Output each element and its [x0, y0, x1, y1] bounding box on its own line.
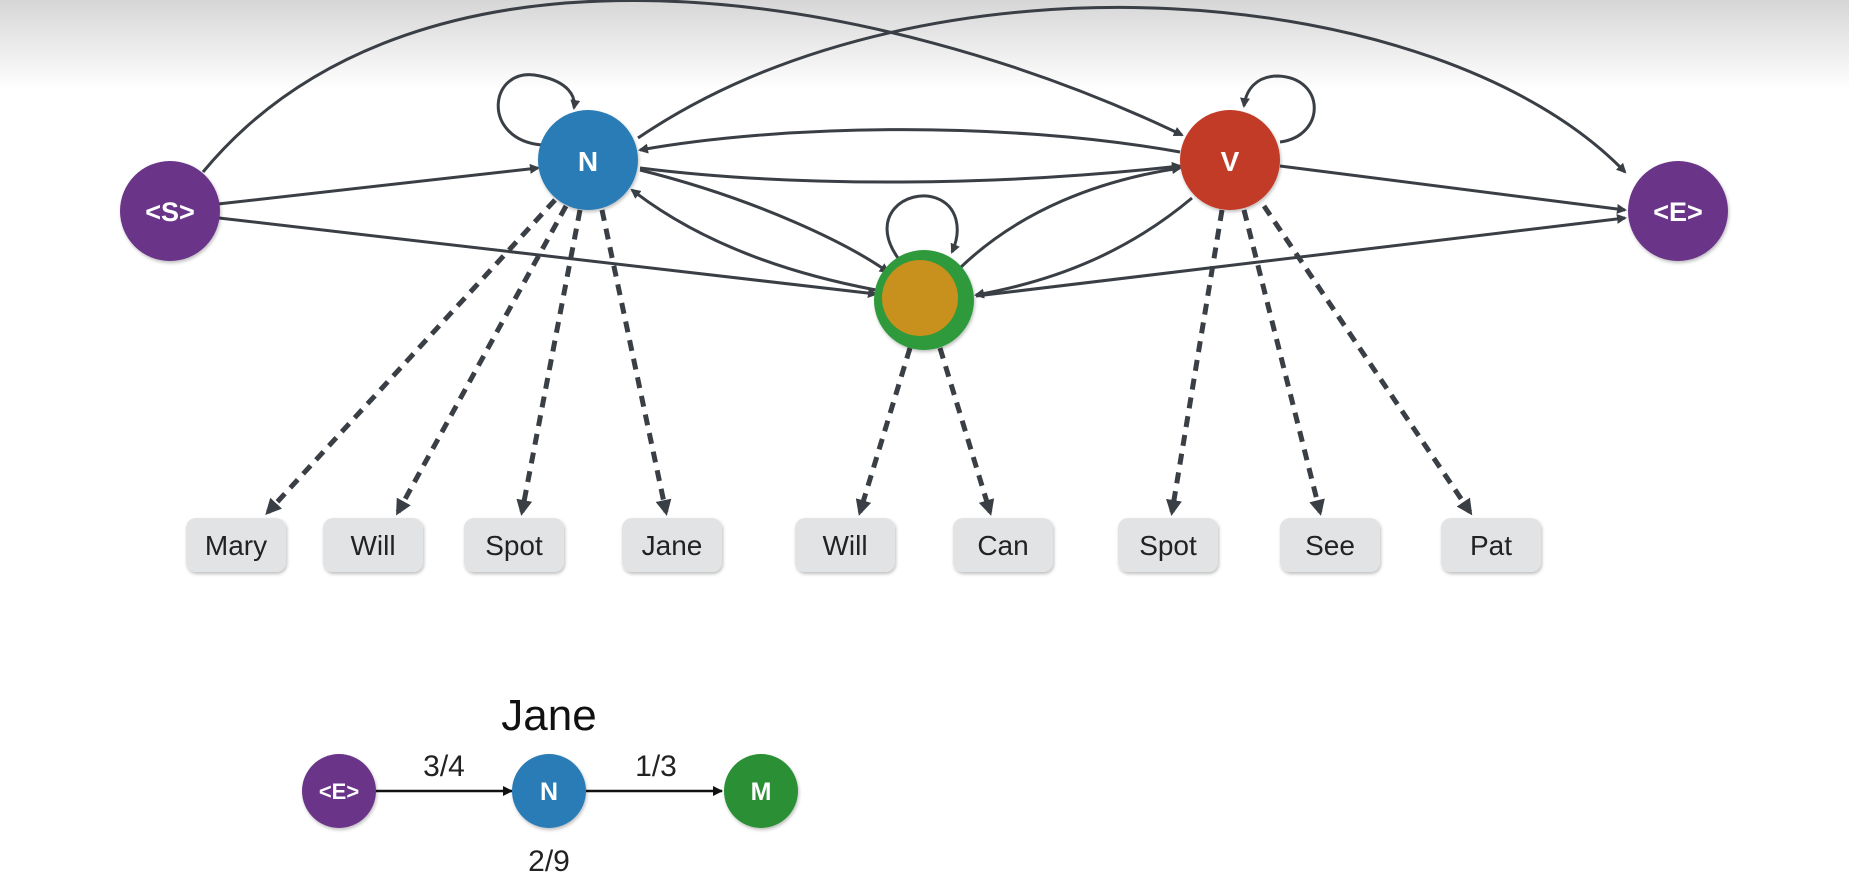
- word-box: Spot: [464, 518, 564, 572]
- word-box-bg: [323, 518, 423, 572]
- word-box: Pat: [1441, 518, 1541, 572]
- example-word: Jane: [501, 691, 596, 740]
- word-box-bg: [1441, 518, 1541, 572]
- node-noun-label: N: [578, 146, 598, 177]
- top-shade: [0, 0, 1849, 90]
- word-box-bg: [622, 518, 722, 572]
- edge-noun-to-verb: [639, 161, 1182, 184]
- word-noun-will: Will: [350, 530, 395, 561]
- state-nodes: <S> N V <E>: [120, 110, 1728, 350]
- word-box: See: [1280, 518, 1380, 572]
- example-left-prob: 3/4: [423, 750, 465, 783]
- word-box: Will: [323, 518, 423, 572]
- emission-verb-spot: [1166, 209, 1225, 516]
- emission-noun-will: [395, 204, 569, 516]
- node-verb-circle: [1180, 110, 1280, 210]
- word-verb-see: See: [1305, 530, 1355, 561]
- example-node-right: M: [724, 754, 798, 828]
- node-modal: [874, 250, 974, 350]
- word-noun-jane: Jane: [642, 530, 703, 561]
- example-right-prob: 1/3: [635, 750, 677, 783]
- edge-verb-to-modal: [974, 196, 1193, 299]
- emission-modal-will: [855, 347, 913, 516]
- example-node-left-circle: [302, 754, 376, 828]
- emission-verb-pat: [1261, 204, 1473, 516]
- example-node-middle-circle: [512, 754, 586, 828]
- word-box-bg: [464, 518, 564, 572]
- emission-noun-jane: [599, 209, 672, 516]
- node-modal-fill: [882, 260, 958, 336]
- word-box: Mary: [186, 518, 286, 572]
- emission-edges: [265, 198, 1473, 516]
- word-box-bg: [186, 518, 286, 572]
- self-loop-modal: [885, 194, 960, 259]
- edge-start-to-verb: [201, 0, 1184, 173]
- word-box: Will: [795, 518, 895, 572]
- edge-modal-to-noun: [630, 188, 877, 292]
- self-loop-noun: [496, 73, 581, 147]
- word-noun-spot: Spot: [485, 530, 543, 561]
- emission-modal-can: [937, 347, 995, 516]
- node-noun: N: [538, 110, 638, 210]
- self-loop-verb: [1240, 74, 1316, 144]
- word-noun-mary: Mary: [205, 530, 267, 561]
- edge-modal-to-verb: [958, 164, 1182, 270]
- word-box: Can: [953, 518, 1053, 572]
- example-node-left: <E>: [302, 754, 376, 828]
- node-end: <E>: [1628, 161, 1728, 261]
- example-node-middle-label: N: [540, 778, 558, 806]
- word-verb-spot: Spot: [1139, 530, 1197, 561]
- word-box-bg: [953, 518, 1053, 572]
- emission-noun-mary: [265, 198, 557, 515]
- example-node-middle: N: [512, 754, 586, 828]
- node-start-label: <S>: [145, 197, 195, 227]
- example-node-left-label: <E>: [319, 779, 359, 804]
- edge-noun-to-end: [637, 6, 1627, 174]
- node-start-circle: [120, 161, 220, 261]
- edge-verb-to-end: [1279, 164, 1627, 214]
- node-verb: V: [1180, 110, 1280, 210]
- word-box: Jane: [622, 518, 722, 572]
- edge-noun-to-modal: [639, 168, 890, 274]
- edge-start-to-noun: [217, 163, 540, 206]
- word-box-bg: [795, 518, 895, 572]
- transition-edges: [201, 0, 1627, 299]
- word-verb-pat: Pat: [1470, 530, 1512, 561]
- example-node-right-circle: [724, 754, 798, 828]
- word-modal-can: Can: [977, 530, 1028, 561]
- edge-start-to-modal: [218, 216, 878, 299]
- example-node-right-label: M: [751, 778, 772, 806]
- emission-verb-see: [1241, 209, 1325, 516]
- word-modal-will: Will: [822, 530, 867, 561]
- node-end-label: <E>: [1653, 197, 1703, 227]
- node-noun-circle: [538, 110, 638, 210]
- edge-verb-to-noun: [638, 128, 1181, 154]
- node-end-circle: [1628, 161, 1728, 261]
- node-verb-label: V: [1221, 146, 1240, 177]
- viterbi-example: Jane 3/4 1/3 2/9 <E> N M: [302, 691, 798, 878]
- observation-words: Mary Will Spot Jane Will Can: [186, 518, 1541, 572]
- word-box: Spot: [1118, 518, 1218, 572]
- word-box-bg: [1280, 518, 1380, 572]
- node-start: <S>: [120, 161, 220, 261]
- example-emission-prob: 2/9: [528, 845, 570, 878]
- word-box-bg: [1118, 518, 1218, 572]
- emission-noun-spot: [516, 209, 583, 516]
